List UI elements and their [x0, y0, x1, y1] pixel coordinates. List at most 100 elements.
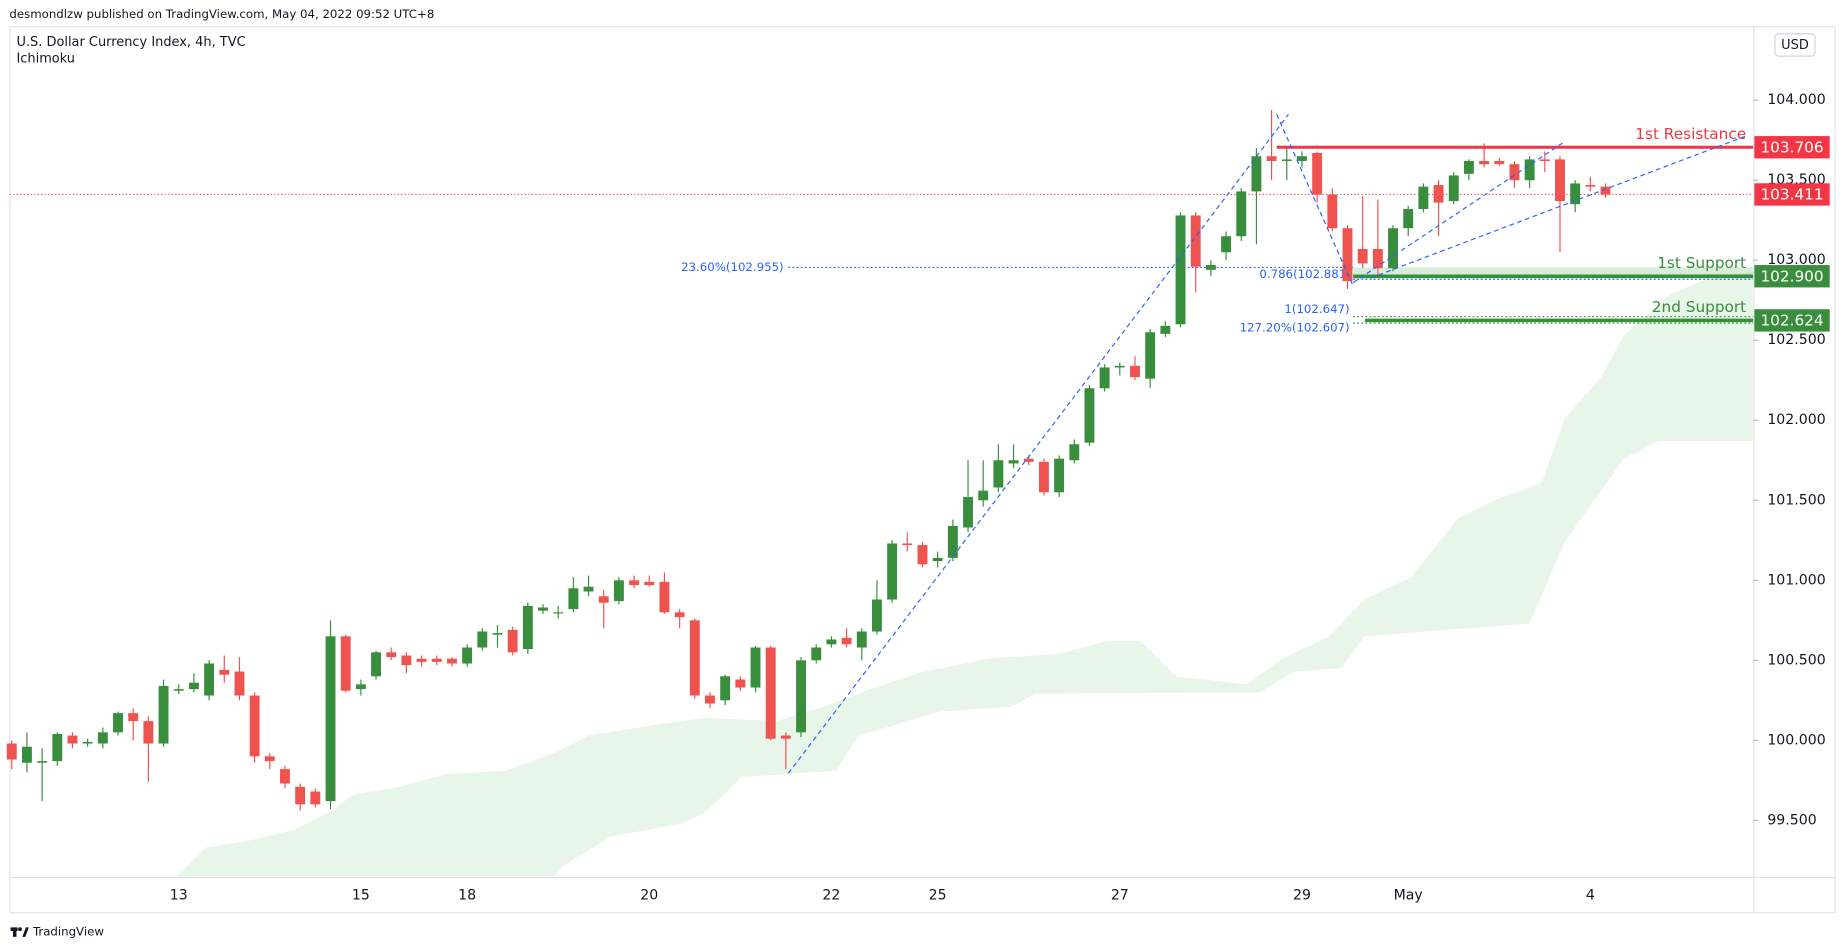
- y-tick-label: 102.000: [1767, 412, 1825, 428]
- candle-body: [219, 669, 230, 675]
- y-tick-label: 100.000: [1767, 732, 1825, 748]
- candle-body: [264, 756, 275, 762]
- x-tick-label: 13: [170, 888, 188, 904]
- candle-body: [234, 671, 245, 696]
- candle-body: [1297, 156, 1307, 162]
- candle-body: [629, 580, 640, 586]
- candle-body: [158, 685, 169, 744]
- price-tag-label: 102.900: [1760, 267, 1823, 285]
- candle-body: [447, 658, 457, 664]
- trend-line: [1276, 114, 1354, 287]
- candle-body: [1555, 159, 1565, 202]
- fib-label: 23.60%(102.955): [681, 260, 784, 274]
- trend-line: [1370, 134, 1748, 279]
- candle-body: [841, 637, 852, 645]
- candle-body: [1160, 325, 1171, 334]
- candle-body: [1251, 156, 1262, 192]
- candle-body: [1479, 161, 1490, 165]
- tradingview-logo: [10, 927, 29, 937]
- candle-body: [82, 741, 93, 744]
- candle-body: [1524, 159, 1535, 181]
- candle-body: [1114, 365, 1125, 368]
- candle-body: [1221, 236, 1232, 253]
- candle-body: [462, 647, 473, 664]
- candle-body: [1099, 367, 1110, 389]
- main-layer: 23.60%(102.955) 0.786(102.881) 1(102.647) 1…: [6, 109, 1754, 811]
- candle-body: [22, 746, 32, 763]
- header-text: desmondlzw published on TradingView.com,…: [9, 7, 434, 21]
- candle-body: [538, 607, 548, 611]
- x-tick-label: 18: [458, 888, 476, 904]
- candle-body: [401, 655, 412, 666]
- candle-body: [37, 761, 48, 763]
- y-tick-label: 99.500: [1767, 812, 1816, 828]
- candle-body: [947, 525, 958, 558]
- candle-body: [477, 631, 488, 648]
- candle-body: [280, 769, 290, 784]
- candle-body: [249, 695, 260, 757]
- y-tick-label: 100.500: [1767, 652, 1825, 668]
- candle-body: [613, 580, 624, 602]
- candle-body: [917, 545, 928, 565]
- candle-body: [522, 605, 533, 650]
- currency-label[interactable]: USD: [1781, 38, 1809, 53]
- candle-body: [1266, 156, 1277, 162]
- chart-frame: [9, 26, 1836, 914]
- candle-body: [1585, 185, 1596, 187]
- footer-text: TradingView: [32, 925, 104, 939]
- candle-body: [1463, 161, 1474, 174]
- fib-label: 0.786(102.881): [1259, 267, 1350, 281]
- candle-body: [492, 633, 503, 635]
- x-tick-label: 15: [352, 888, 370, 904]
- x-tick-label: May: [1394, 888, 1423, 904]
- candle-body: [598, 596, 609, 603]
- candle-body: [416, 658, 427, 662]
- candle-body: [1342, 228, 1353, 282]
- ichimoku-cloud: [176, 271, 1753, 877]
- currency-box[interactable]: [1774, 33, 1816, 57]
- x-tick-label: 4: [1586, 888, 1595, 904]
- candle-body: [978, 490, 989, 501]
- x-tick-label: 27: [1111, 888, 1129, 904]
- level-name: 2nd Support: [1652, 298, 1746, 316]
- candle-body: [553, 612, 564, 614]
- candle-body: [1539, 159, 1550, 162]
- candle-body: [310, 791, 321, 805]
- candle-body: [204, 663, 215, 696]
- candle-body: [52, 733, 63, 762]
- price-tag: [1754, 265, 1830, 288]
- candle-body: [1008, 460, 1019, 464]
- candle-body: [143, 721, 154, 744]
- x-tick-label: 25: [929, 888, 947, 904]
- y-tick-label: 102.500: [1767, 332, 1825, 348]
- level-name: 1st Support: [1657, 254, 1746, 272]
- candle-body: [1357, 249, 1368, 264]
- chart-subtitle: Ichimoku: [16, 52, 75, 67]
- candle-body: [188, 682, 199, 690]
- candle-body: [1205, 265, 1216, 270]
- cloud-layer: [176, 271, 1753, 877]
- candle-body: [811, 647, 822, 661]
- candle-body: [113, 713, 123, 733]
- candle-body: [1175, 215, 1186, 325]
- trend-line: [1352, 140, 1566, 284]
- candle-body: [1494, 161, 1505, 165]
- candle-body: [1130, 365, 1140, 378]
- price-tag-label: 103.411: [1760, 186, 1823, 204]
- candle-body: [431, 658, 442, 662]
- candle-body: [1023, 458, 1034, 462]
- candle-body: [1236, 191, 1247, 237]
- axis-layer: 99.500 100.000 100.500 101.000 101.500 102.00…: [170, 92, 1830, 904]
- candle-body: [1600, 186, 1611, 195]
- candle-body: [735, 679, 746, 688]
- trend-line: [787, 113, 1289, 774]
- candle-body: [507, 629, 518, 653]
- candle-body: [1418, 186, 1429, 210]
- price-tag: [1754, 183, 1830, 206]
- price-tag: [1754, 309, 1830, 332]
- candle-body: [674, 612, 685, 618]
- x-tick-label: 20: [640, 888, 658, 904]
- candle-body: [128, 713, 139, 722]
